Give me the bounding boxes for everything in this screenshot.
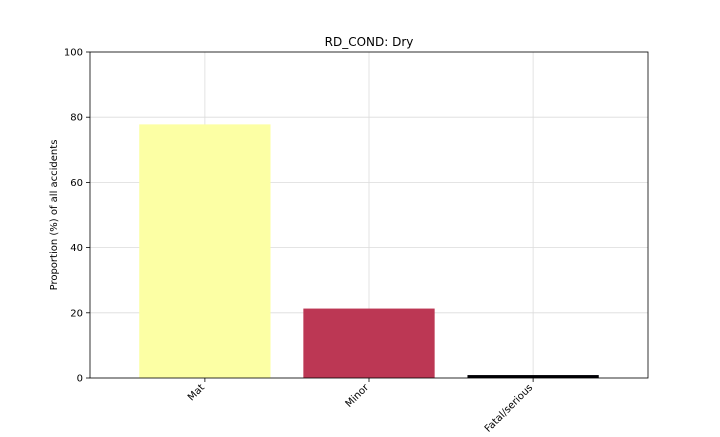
bar-fatal-serious (467, 375, 599, 378)
y-axis-ticks: 0 20 40 60 80 100 (64, 48, 90, 385)
bar-minor (303, 308, 435, 378)
y-tick-label: 100 (64, 48, 83, 59)
y-tick-label: 0 (77, 374, 83, 385)
x-axis-ticks: Mat Minor Fatal/serious (186, 378, 535, 435)
y-tick-label: 60 (70, 178, 83, 189)
bars (139, 124, 599, 378)
chart-title: RD_COND: Dry (325, 35, 414, 49)
y-tick-label: 40 (70, 243, 83, 254)
x-tick-label: Mat (186, 382, 207, 403)
y-tick-label: 20 (70, 308, 83, 319)
bar-mat (139, 124, 271, 378)
x-tick-label: Minor (344, 382, 372, 410)
y-tick-label: 80 (70, 113, 83, 124)
x-tick-label: Fatal/serious (483, 382, 535, 432)
y-axis-label: Proportion (%) of all accidents (49, 140, 60, 291)
